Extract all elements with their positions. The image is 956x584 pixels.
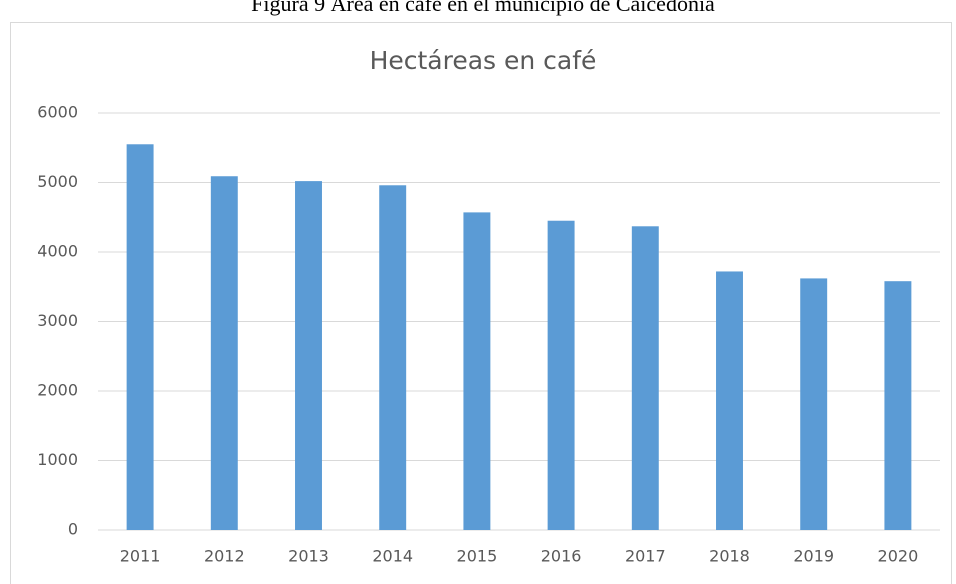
bar: [800, 278, 828, 530]
bar: [463, 212, 491, 530]
figure-caption: Figura 9 Área en café en el municipio de…: [251, 0, 715, 16]
x-tick-label: 2018: [709, 547, 750, 566]
x-tick-label: 2017: [625, 547, 666, 566]
y-tick-label: 2000: [37, 381, 78, 400]
bar: [126, 144, 154, 530]
x-tick-label: 2019: [793, 547, 834, 566]
x-tick-label: 2011: [120, 547, 161, 566]
y-tick-label: 5000: [37, 172, 78, 191]
y-tick-label: 3000: [37, 311, 78, 330]
y-tick-label: 1000: [37, 450, 78, 469]
bar: [210, 176, 238, 530]
bar: [379, 185, 407, 530]
bar: [884, 281, 912, 530]
chart-title: Hectáreas en café: [370, 46, 597, 75]
x-tick-label: 2016: [541, 547, 582, 566]
x-tick-label: 2020: [878, 547, 919, 566]
y-tick-label: 0: [68, 520, 78, 539]
bar: [295, 181, 322, 531]
x-tick-label: 2013: [288, 547, 329, 566]
y-tick-label: 6000: [37, 103, 78, 122]
bar: [716, 271, 743, 530]
bar: [631, 226, 659, 530]
x-tick-label: 2014: [372, 547, 413, 566]
x-tick-label: 2012: [204, 547, 245, 566]
x-tick-label: 2015: [457, 547, 498, 566]
bar: [547, 220, 575, 530]
y-tick-label: 4000: [37, 242, 78, 261]
